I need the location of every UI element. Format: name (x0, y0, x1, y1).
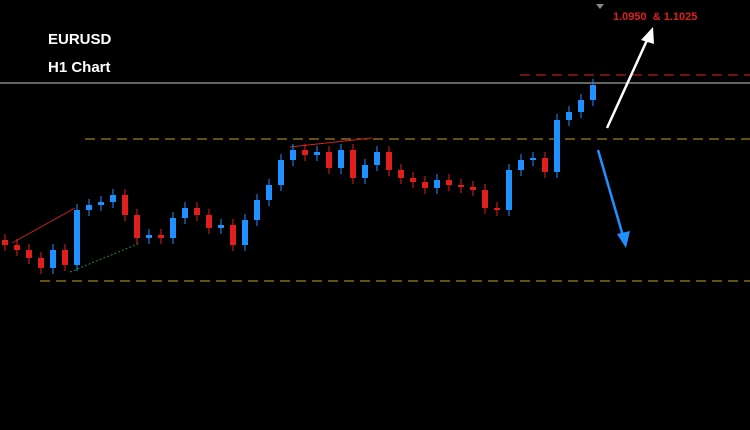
candle-body (446, 180, 452, 185)
candle-body (482, 190, 488, 208)
candle-body (290, 150, 296, 160)
candle-body (86, 205, 92, 210)
down-arrow (596, 149, 625, 237)
candle-body (206, 215, 212, 228)
candle-body (98, 202, 104, 205)
candle-body (470, 187, 476, 190)
candle-body (338, 150, 344, 168)
candle-body (182, 208, 188, 218)
down-arrow-head (617, 231, 630, 248)
chart-title: EURUSD (48, 31, 112, 48)
candle-body (242, 220, 248, 245)
candle-body (146, 235, 152, 238)
trend-line (69, 242, 141, 273)
candle-body (134, 215, 140, 238)
candle-body (542, 158, 548, 172)
candle-body (38, 258, 44, 268)
candle-body (374, 152, 380, 165)
candle-body (398, 170, 404, 178)
candle-body (194, 208, 200, 215)
candle-body (62, 250, 68, 265)
candle-body (422, 182, 428, 188)
candle-body (14, 245, 20, 250)
candle-body (554, 120, 560, 172)
candle-body (170, 218, 176, 238)
candle-body (458, 185, 464, 187)
candle-body (218, 225, 224, 228)
candle-body (50, 250, 56, 268)
candle-body (566, 112, 572, 120)
candle-body (254, 200, 260, 220)
candle-body (530, 158, 536, 160)
candle-body (122, 195, 128, 215)
candle-body (2, 240, 8, 245)
candle-body (386, 152, 392, 170)
chart-subtitle: H1 Chart (48, 59, 111, 76)
candle-body (158, 235, 164, 238)
candle-body (590, 85, 596, 100)
price-marker (596, 4, 604, 9)
candle-body (278, 160, 284, 185)
candle-body (578, 100, 584, 112)
candle-body (26, 250, 32, 258)
candle-body (506, 170, 512, 210)
candle-body (302, 150, 308, 155)
candle-body (494, 208, 500, 210)
up-arrow-head (641, 27, 654, 44)
candle-body (434, 180, 440, 188)
candle-body (230, 225, 236, 245)
candle-body (326, 152, 332, 168)
candle-body (266, 185, 272, 200)
candle-body (350, 150, 356, 178)
candle-body (362, 165, 368, 178)
candle-body (410, 178, 416, 182)
target-annotation: 1.0950 & 1.1025 (613, 11, 697, 23)
trend-line (11, 207, 76, 244)
up-arrow (605, 37, 650, 129)
candle-body (110, 195, 116, 202)
candle-body (74, 210, 80, 265)
candle-body (314, 152, 320, 155)
candle-body (518, 160, 524, 170)
trend-line (289, 137, 373, 148)
